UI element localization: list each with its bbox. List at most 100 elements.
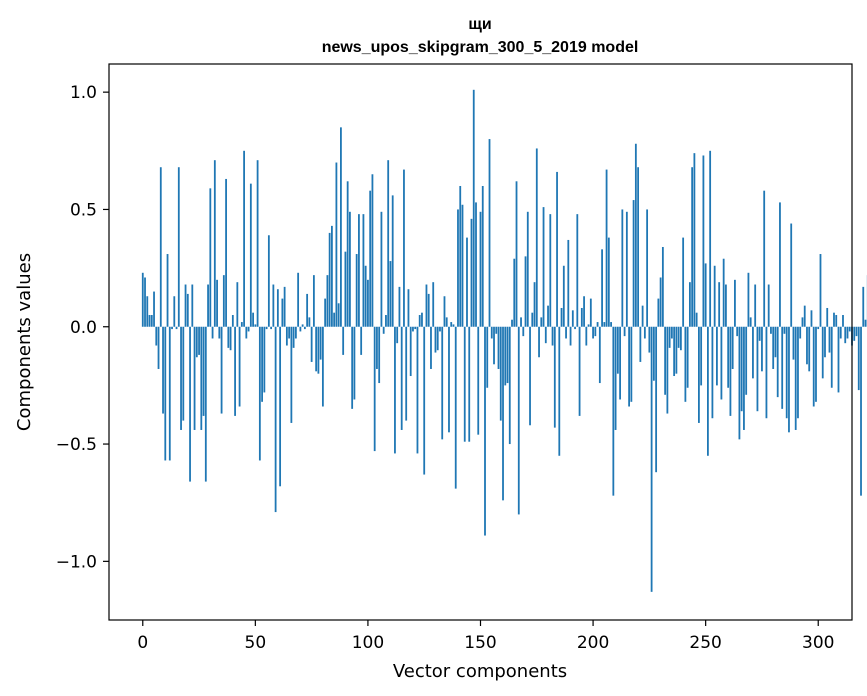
- bar: [434, 326, 437, 353]
- bar: [538, 326, 540, 358]
- x-tick-label: 0: [137, 633, 148, 653]
- bar: [682, 237, 685, 327]
- bar: [526, 211, 529, 327]
- bar: [202, 326, 205, 416]
- bar: [833, 312, 835, 327]
- bar: [398, 286, 401, 327]
- bar: [657, 298, 660, 327]
- bar: [317, 326, 320, 374]
- bar: [776, 326, 779, 398]
- bar: [193, 326, 196, 430]
- bar: [844, 326, 847, 344]
- bar: [261, 326, 263, 402]
- x-tick-label: 50: [245, 633, 267, 653]
- y-tick-label: −0.5: [56, 435, 97, 455]
- bar: [781, 326, 784, 409]
- bar: [301, 324, 304, 327]
- bar: [486, 326, 489, 388]
- bar: [495, 326, 498, 334]
- bar: [707, 326, 709, 456]
- bar: [466, 237, 468, 327]
- bar: [484, 326, 486, 536]
- bar: [824, 326, 826, 358]
- bar: [349, 211, 351, 327]
- bar: [177, 167, 180, 327]
- bar: [549, 214, 552, 327]
- bar: [279, 326, 282, 487]
- bar: [779, 202, 781, 327]
- bar: [222, 275, 225, 327]
- bar: [328, 232, 331, 327]
- bar: [362, 214, 365, 327]
- bar: [666, 326, 669, 414]
- bar: [700, 326, 703, 386]
- bar: [731, 326, 734, 369]
- x-axis-label: Vector components: [393, 661, 567, 682]
- bar: [641, 305, 644, 327]
- bar: [763, 190, 766, 327]
- bar: [150, 315, 153, 327]
- bar: [801, 317, 804, 327]
- bar: [743, 326, 745, 430]
- bar: [418, 315, 421, 327]
- bar: [238, 326, 241, 407]
- bar: [344, 251, 347, 327]
- y-tick-label: 0.0: [70, 318, 97, 338]
- bar: [213, 160, 216, 327]
- bar: [272, 284, 275, 327]
- bar: [276, 289, 279, 327]
- bar: [535, 148, 538, 327]
- bar: [614, 326, 617, 430]
- bar: [576, 214, 579, 327]
- bar: [567, 239, 570, 327]
- bar: [331, 225, 333, 327]
- bar: [168, 326, 171, 461]
- bar: [788, 326, 790, 433]
- bar: [738, 326, 741, 440]
- bar: [846, 326, 849, 339]
- bar: [598, 326, 601, 384]
- bar: [421, 312, 423, 327]
- bar: [173, 296, 176, 327]
- bar: [425, 284, 428, 327]
- bar: [745, 326, 748, 395]
- bar: [639, 326, 642, 362]
- bar: [655, 326, 658, 473]
- bar: [394, 326, 396, 454]
- bar: [389, 261, 392, 327]
- bar: [864, 319, 867, 327]
- bar: [722, 258, 725, 327]
- bar: [463, 326, 466, 442]
- chart-title: щи: [468, 16, 491, 33]
- bar: [551, 326, 554, 346]
- bar: [427, 293, 430, 327]
- bar: [693, 153, 696, 327]
- bar: [628, 326, 630, 407]
- bar: [540, 317, 543, 327]
- bar: [265, 326, 268, 330]
- bar: [610, 322, 612, 327]
- bar: [141, 272, 144, 327]
- bar: [817, 326, 820, 330]
- bar: [684, 326, 687, 402]
- bar: [245, 326, 248, 339]
- bar: [799, 326, 802, 339]
- bar: [542, 207, 545, 327]
- bar: [308, 317, 311, 327]
- bar: [416, 326, 419, 454]
- bar: [765, 326, 768, 419]
- bar: [175, 326, 178, 330]
- bar: [515, 181, 518, 327]
- bar: [324, 298, 327, 327]
- y-tick-label: −1.0: [56, 552, 97, 572]
- bar: [148, 315, 151, 327]
- plot-frame: [108, 63, 853, 621]
- bar: [792, 326, 795, 360]
- y-axis-ticks: 1.0 0.5 0.0 −0.5 −1.0: [56, 83, 109, 572]
- bar: [761, 326, 763, 372]
- bar: [612, 326, 615, 496]
- bar: [637, 167, 640, 327]
- y-tick-label: 0.5: [70, 200, 97, 220]
- bar: [826, 307, 829, 327]
- bar: [686, 326, 689, 388]
